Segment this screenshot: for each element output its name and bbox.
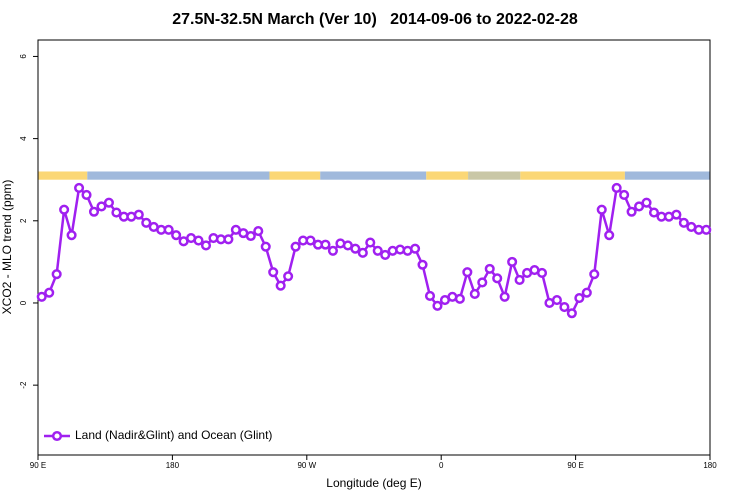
data-point [51, 269, 62, 280]
data-point [350, 243, 361, 254]
data-point [469, 288, 480, 299]
data-point [454, 293, 465, 304]
data-point [678, 217, 689, 228]
data-point [424, 290, 436, 302]
data-point [365, 237, 376, 248]
data-point [551, 295, 562, 306]
data-point [380, 249, 391, 260]
data-point [74, 182, 85, 193]
data-point [604, 230, 615, 241]
data-point [245, 230, 256, 242]
data-point [193, 235, 204, 246]
data-point [499, 291, 510, 302]
data-point [283, 271, 294, 282]
y-axis-label: XCO2 - MLO trend (ppm) [0, 180, 14, 315]
surface-band [320, 171, 427, 180]
surface-band [624, 171, 710, 180]
data-point [462, 267, 473, 278]
data-point [611, 182, 622, 193]
data-point [268, 267, 279, 278]
data-point [634, 201, 645, 212]
data-point [641, 197, 652, 208]
data-point [492, 273, 503, 284]
x-tick-label: 180 [166, 461, 180, 470]
data-point [648, 207, 660, 218]
surface-band [87, 171, 270, 180]
data-point [372, 245, 383, 256]
y-tick-label: 4 [19, 136, 28, 141]
chart-title: 27.5N-32.5N March (Ver 10) 2014-09-06 to… [172, 11, 578, 28]
data-point [253, 226, 264, 237]
legend-marker [51, 430, 63, 442]
data-point [133, 209, 144, 220]
surface-band [520, 171, 625, 180]
data-point [536, 267, 548, 279]
data-point [477, 277, 488, 288]
data-point [566, 308, 577, 319]
data-point [305, 235, 316, 246]
data-point [141, 217, 152, 228]
data-point [559, 302, 570, 313]
data-point [581, 287, 592, 298]
data-point [96, 201, 107, 212]
surface-band [468, 171, 521, 180]
data-point [320, 239, 331, 250]
x-tick-label: 0 [439, 461, 444, 470]
data-point [59, 204, 70, 215]
data-point [410, 243, 421, 254]
surface-band [38, 171, 88, 180]
legend-label: Land (Nadir&Glint) and Ocean (Glint) [75, 428, 272, 442]
data-point [484, 263, 495, 274]
data-point [701, 224, 712, 235]
x-tick-label: 180 [703, 461, 717, 470]
surface-band [269, 171, 321, 180]
data-point [327, 245, 338, 256]
data-point [111, 207, 122, 218]
data-point [88, 206, 100, 217]
data-point [432, 300, 443, 311]
data-point [36, 291, 47, 302]
x-tick-label: 90 E [30, 461, 46, 470]
data-point [626, 206, 637, 217]
data-point [357, 247, 368, 258]
x-axis-label: Longitude (deg E) [326, 476, 421, 490]
y-tick-label: 6 [19, 54, 28, 59]
data-point [171, 230, 182, 241]
data-point [44, 287, 55, 298]
surface-band [426, 171, 469, 180]
data-point [103, 197, 114, 208]
data-point [619, 189, 630, 200]
data-point [589, 269, 600, 280]
data-point [290, 241, 301, 252]
data-point [81, 189, 92, 200]
data-point [514, 274, 525, 286]
y-tick-label: -2 [19, 381, 28, 389]
data-point [223, 234, 234, 245]
data-point [417, 259, 428, 270]
data-point [507, 256, 518, 267]
data-point [163, 224, 174, 235]
data-point [66, 230, 77, 241]
x-tick-label: 90 E [567, 461, 583, 470]
y-tick-label: 0 [19, 300, 28, 305]
plot-frame [37, 39, 711, 456]
data-point [275, 280, 286, 291]
data-point [574, 292, 585, 304]
data-point [596, 204, 607, 215]
y-tick-label: 2 [19, 218, 28, 223]
x-tick-label: 90 W [297, 461, 316, 470]
data-point [200, 240, 212, 251]
data-point [260, 241, 271, 252]
data-point [671, 209, 682, 220]
